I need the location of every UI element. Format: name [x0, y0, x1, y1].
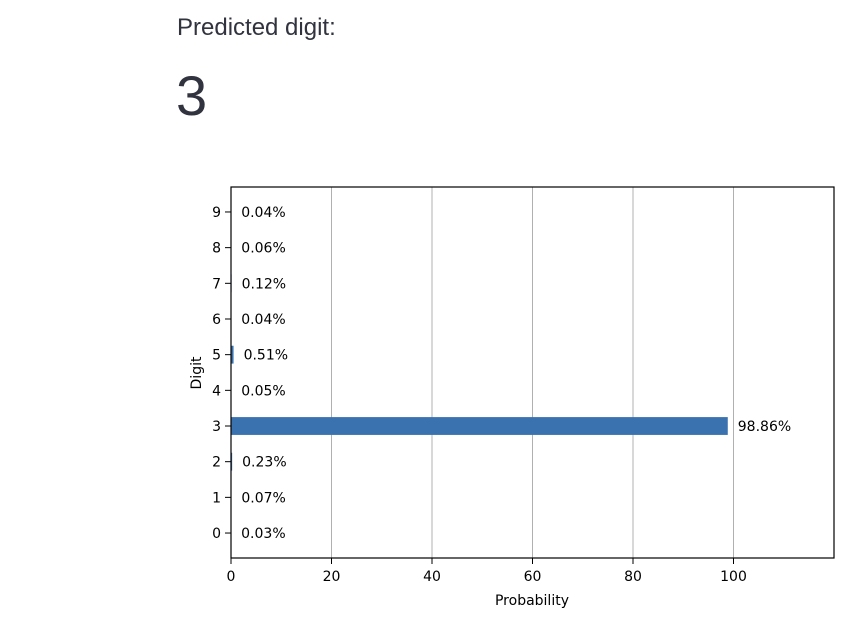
- value-label-digit-6: 0.04%: [241, 312, 285, 328]
- y-axis-label: Digit: [189, 356, 205, 389]
- x-tick-label-80: 80: [624, 569, 642, 585]
- y-tick-label-9: 9: [212, 205, 221, 221]
- value-label-digit-3: 98.86%: [738, 419, 791, 435]
- x-tick-label-60: 60: [524, 569, 542, 585]
- bars: [231, 203, 728, 542]
- value-label-digit-1: 0.07%: [241, 490, 285, 506]
- y-tick-label-0: 0: [212, 526, 221, 542]
- y-tick-label-8: 8: [212, 241, 221, 257]
- value-label-digit-4: 0.05%: [241, 383, 285, 399]
- value-label-digit-7: 0.12%: [242, 276, 286, 292]
- grid-lines: [331, 187, 734, 558]
- x-tick-label-40: 40: [423, 569, 441, 585]
- y-tick-label-1: 1: [212, 490, 221, 506]
- ticks: 0 20 40 60 80 100 0 1 2 3 4 5 6 7 8 9: [212, 205, 747, 585]
- x-axis-label: Probability: [495, 593, 569, 609]
- prediction-value: 3: [176, 64, 208, 127]
- prediction-label: Predicted digit:: [177, 14, 336, 41]
- y-tick-label-3: 3: [212, 419, 221, 435]
- value-label-digit-9: 0.04%: [241, 205, 285, 221]
- x-tick-label-100: 100: [720, 569, 747, 585]
- y-tick-label-7: 7: [212, 276, 221, 292]
- x-tick-label-0: 0: [227, 569, 236, 585]
- y-tick-label-4: 4: [212, 383, 221, 399]
- y-tick-label-2: 2: [212, 455, 221, 471]
- x-tick-label-20: 20: [323, 569, 341, 585]
- value-label-digit-5: 0.51%: [244, 348, 288, 364]
- value-label-digit-8: 0.06%: [241, 241, 285, 257]
- y-tick-label-6: 6: [212, 312, 221, 328]
- y-tick-label-5: 5: [212, 348, 221, 364]
- value-labels: 0.03% 0.07% 0.23% 98.86% 0.05% 0.51% 0.04% 0.12…: [241, 205, 791, 542]
- bar-digit-5: [231, 345, 234, 364]
- value-label-digit-0: 0.03%: [241, 526, 285, 542]
- bar-digit-3: [231, 417, 728, 435]
- value-label-digit-2: 0.23%: [242, 455, 286, 471]
